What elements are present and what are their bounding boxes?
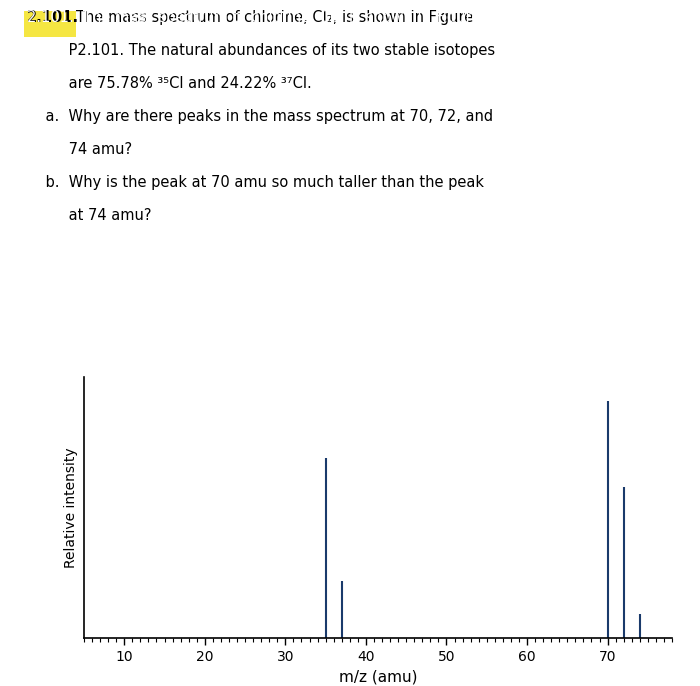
Text: The mass spectrum of chlorine, Cl₂, is shown in Figure: The mass spectrum of chlorine, Cl₂, is s… <box>76 10 473 25</box>
Text: 74 amu?: 74 amu? <box>27 142 132 157</box>
Text: 2.101.  The mass spectrum of chlorine, Cl₂, is shown in Figure: 2.101. The mass spectrum of chlorine, Cl… <box>27 10 480 25</box>
Y-axis label: Relative intensity: Relative intensity <box>64 447 78 568</box>
X-axis label: m/z (amu): m/z (amu) <box>339 670 417 685</box>
Text: 2.101.: 2.101. <box>27 10 78 25</box>
Text: b.  Why is the peak at 70 amu so much taller than the peak: b. Why is the peak at 70 amu so much tal… <box>27 175 484 190</box>
Text: a.  Why are there peaks in the mass spectrum at 70, 72, and: a. Why are there peaks in the mass spect… <box>27 109 493 124</box>
Text: are 75.78% ³⁵Cl and 24.22% ³⁷Cl.: are 75.78% ³⁵Cl and 24.22% ³⁷Cl. <box>27 76 312 91</box>
Text: at 74 amu?: at 74 amu? <box>27 208 151 223</box>
Text: P2.101. The natural abundances of its two stable isotopes: P2.101. The natural abundances of its tw… <box>27 43 495 58</box>
